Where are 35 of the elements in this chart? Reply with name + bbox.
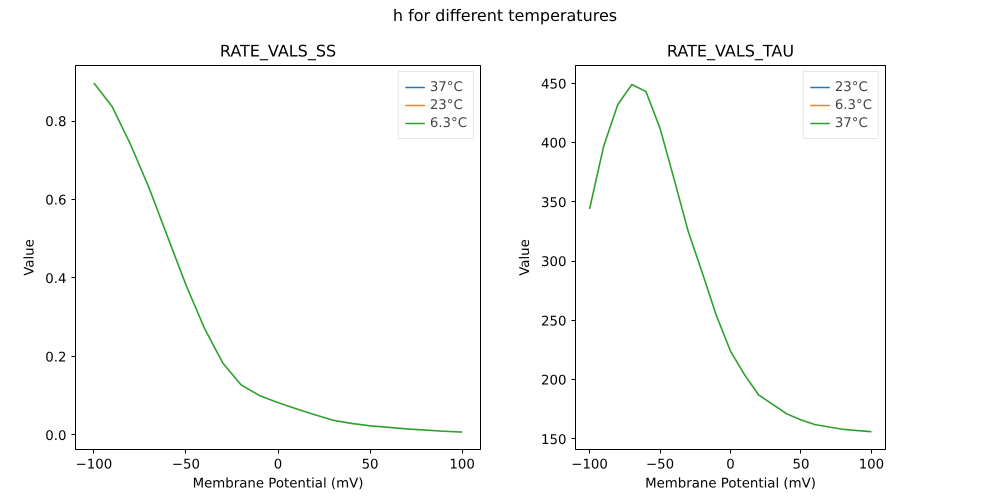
y-tick-label: 0.0 [45,428,67,444]
x-axis-title: Membrane Potential (mV) [192,476,364,492]
y-tick-label: 350 [541,196,567,211]
x-tick-label: −100 [76,458,112,472]
x-tick-label: −50 [172,458,200,472]
x-tick-label: 0 [726,458,735,472]
x-tick-label: −50 [646,458,674,472]
x-tick-label: 100 [449,458,475,472]
y-tick-label: 0.4 [45,272,67,287]
y-tick-label: 250 [541,314,567,330]
legend-label: 37°C [430,78,463,96]
x-tick-label: 50 [792,458,810,472]
y-tick-label: 150 [541,432,567,448]
x-tick-label: 50 [362,458,379,472]
x-axis-title: Membrane Potential (mV) [645,476,816,492]
x-tick-label: 0 [274,458,282,472]
legend-label: 23°C [834,78,868,96]
y-tick-label: 0.6 [45,193,67,208]
legend-label: 37°C [834,114,868,132]
y-tick-label: 0.8 [45,115,67,130]
chart-title: RATE_VALS_TAU [666,42,794,60]
y-tick-label: 450 [541,77,567,92]
chart-title: RATE_VALS_SS [220,42,336,60]
y-tick-label: 200 [541,374,567,389]
y-tick-label: 300 [541,255,567,270]
y-tick-label: 0.2 [45,350,67,366]
y-tick-label: 400 [541,136,567,152]
y-axis-title: Value [22,239,38,276]
legend-label: 6.3°C [834,96,872,114]
x-tick-label: 100 [858,458,884,472]
y-axis-title: Value [518,239,534,276]
text: h for different temperatures [392,5,618,27]
x-tick-label: −100 [571,458,608,472]
legend-label: 6.3°C [430,114,467,132]
legend-label: 23°C [430,96,463,114]
